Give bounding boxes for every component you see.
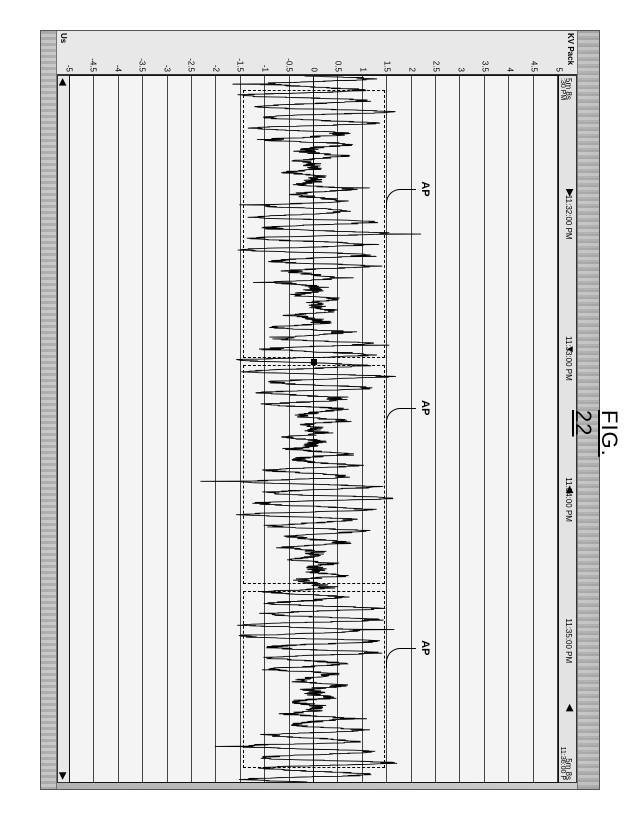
y-tick-label: -5 [65, 64, 74, 71]
y-axis-unit-top: KV Pack [566, 33, 575, 65]
y-tick-label: -4 [114, 64, 123, 71]
x-axis-bottom-scrolltrack[interactable]: ◀ ▶ [57, 75, 69, 783]
x-time-right-secondary: 11:36:00 P [559, 746, 566, 779]
cursor-marker[interactable] [311, 358, 317, 364]
x-time-left-secondary: :30 PM [559, 78, 566, 100]
y-tick-label: -1 [261, 64, 270, 71]
y-tick-label: 1 [359, 67, 368, 71]
y-tick-label: -2 [212, 64, 221, 71]
x-tick-label: 11:35:00 PM [564, 618, 573, 663]
ap-label: AP [419, 640, 431, 655]
nav-arrow-icon[interactable]: ◀ [564, 703, 574, 711]
y-tick-label: 0.5 [334, 60, 343, 71]
y-tick-label: 3.5 [481, 60, 490, 71]
signal-chart: KV Pack Us 5 4.5 4 3.5 3 2.5 2 1.5 1 0.5 0 -0.5 -1 -1… [40, 30, 600, 790]
y-tick-label: 4.5 [530, 60, 539, 71]
y-axis-unit-bottom: Us [59, 33, 68, 43]
ap-region-box [243, 591, 385, 768]
y-tick-label: -1.5 [236, 58, 245, 72]
chart-panel: KV Pack Us 5 4.5 4 3.5 3 2.5 2 1.5 1 0.5 0 -0.5 -1 -1… [40, 30, 600, 790]
x-tick-label: 11:34:00 PM [564, 477, 573, 522]
scroll-left-icon[interactable]: ◀ [57, 78, 67, 86]
ap-leader-line [386, 647, 416, 667]
x-tick-label: 11:32:00 PM [564, 194, 573, 239]
y-tick-label: -2.5 [187, 58, 196, 72]
plot-area[interactable]: AP AP AP [69, 75, 559, 783]
y-tick-label: 1.5 [383, 60, 392, 71]
figure-caption: FIG. 22 [570, 410, 622, 457]
y-axis: KV Pack Us 5 4.5 4 3.5 3 2.5 2 1.5 1 0.5 0 -0.5 -1 -1… [57, 31, 577, 75]
ap-leader-line [386, 407, 416, 427]
y-tick-label: 3 [457, 67, 466, 71]
y-tick-label: 0 [310, 67, 319, 71]
ap-region-box [243, 365, 385, 584]
y-tick-label: -3.5 [138, 58, 147, 72]
page: KV Pack Us 5 4.5 4 3.5 3 2.5 2 1.5 1 0.5 0 -0.5 -1 -1… [0, 0, 640, 819]
y-tick-label: -0.5 [285, 58, 294, 72]
y-tick-label: 2 [408, 67, 417, 71]
scroll-right-icon[interactable]: ▶ [57, 772, 67, 780]
y-tick-label: 4 [506, 67, 515, 71]
x-tick-label: 11:33:00 PM [564, 336, 573, 381]
window-status-texture [41, 31, 57, 789]
ap-label: AP [419, 181, 431, 196]
ap-label: AP [419, 400, 431, 415]
y-tick-label: 2.5 [432, 60, 441, 71]
y-tick-label: -3 [163, 64, 172, 71]
ap-leader-line [386, 188, 416, 208]
y-tick-label: 5 [555, 67, 564, 71]
y-tick-label: -4.5 [89, 58, 98, 72]
ap-region-box [243, 90, 385, 358]
